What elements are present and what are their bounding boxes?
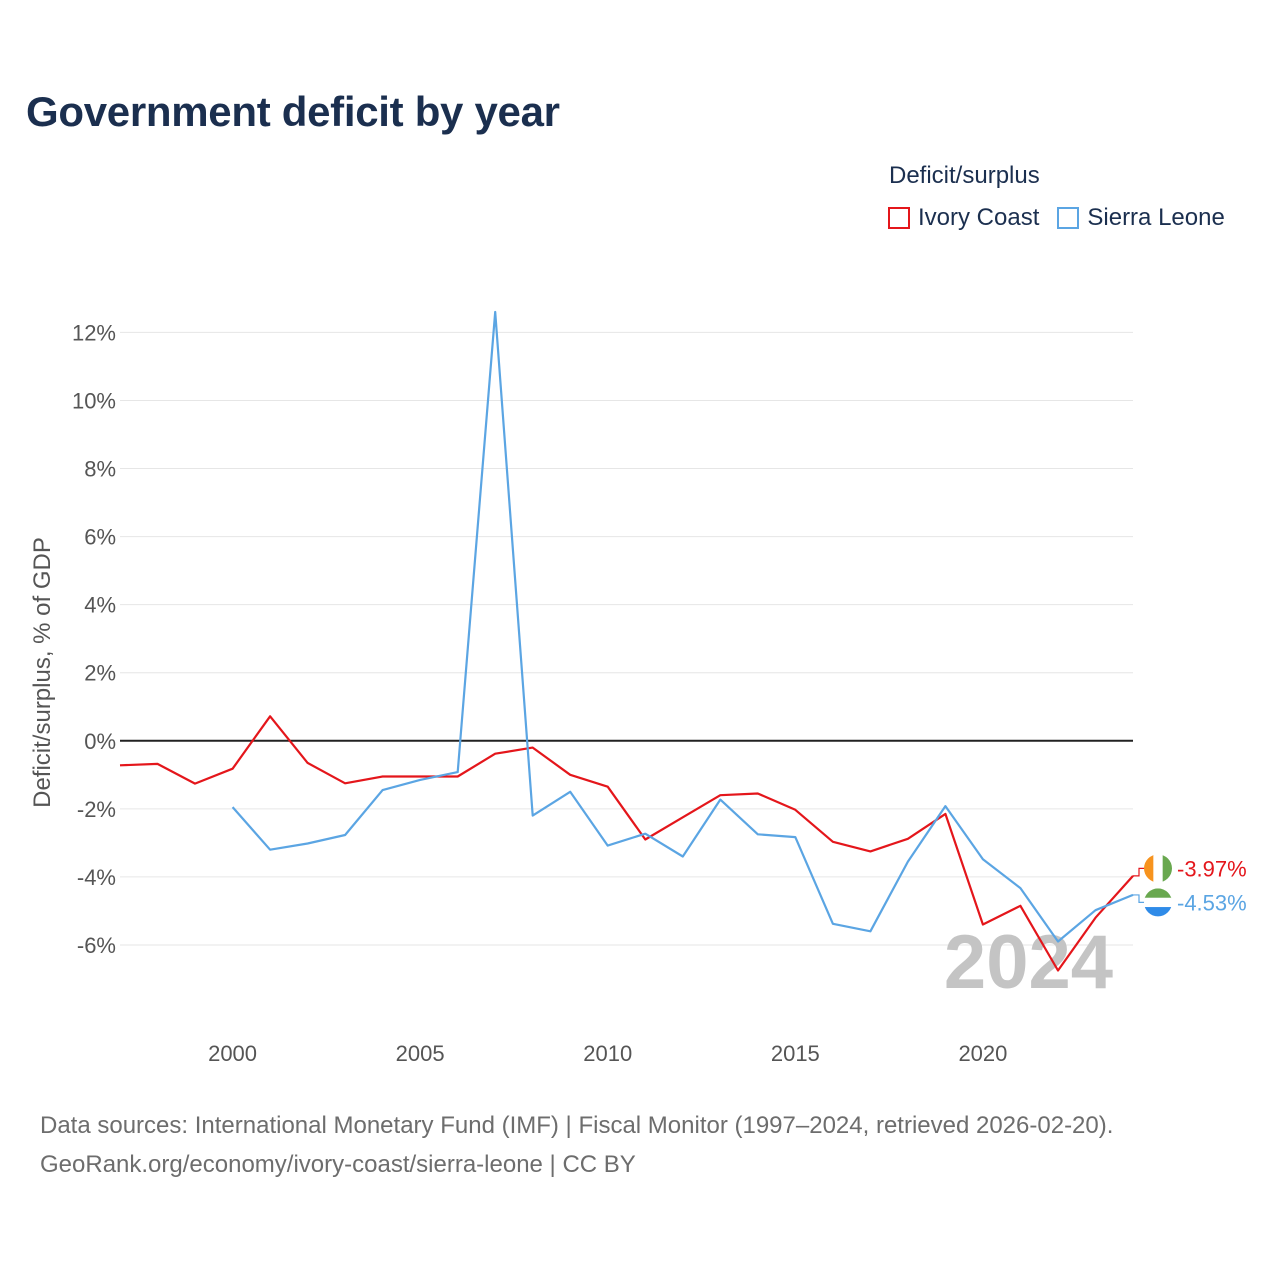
footer: Data sources: International Monetary Fun… <box>40 1106 1113 1184</box>
x-tick-label: 2005 <box>396 1041 445 1066</box>
end-label-connector <box>1133 894 1146 903</box>
flag-icon-ivory-coast <box>1144 854 1172 883</box>
footer-credit: GeoRank.org/economy/ivory-coast/sierra-l… <box>40 1151 636 1178</box>
footer-sources: Data sources: International Monetary Fun… <box>40 1112 1114 1139</box>
x-tick-label: 2015 <box>771 1041 820 1066</box>
legend-label-sierra-leone: Sierra Leone <box>1087 204 1225 231</box>
x-tick-label: 2000 <box>208 1041 257 1066</box>
y-tick-label: -4% <box>77 865 116 890</box>
y-tick-label: 0% <box>84 729 116 754</box>
end-label-ivory-coast: -3.97% <box>1177 856 1247 881</box>
x-tick-label: 2010 <box>583 1041 632 1066</box>
y-axis-label: Deficit/surplus, % of GDP <box>29 537 56 808</box>
flag-icon-sierra-leone <box>1144 888 1172 917</box>
chart-title: Government deficit by year <box>26 88 560 135</box>
series-line-ivory-coast <box>119 715 1134 972</box>
x-tick-label: 2020 <box>958 1041 1007 1066</box>
y-tick-label: 12% <box>72 320 116 345</box>
y-tick-label: -6% <box>77 933 116 958</box>
legend-swatch-ivory-coast <box>888 207 910 229</box>
y-tick-label: 4% <box>84 593 116 618</box>
legend-swatch-sierra-leone <box>1057 207 1080 229</box>
series-line-sierra-leone <box>231 310 1134 943</box>
legend-item-ivory-coast[interactable]: Ivory Coast <box>888 204 1039 232</box>
y-tick-label: -2% <box>77 797 116 822</box>
end-label-connector <box>1133 867 1146 877</box>
legend: Ivory Coast Sierra Leone <box>888 204 1243 232</box>
y-tick-label: 8% <box>84 457 116 482</box>
legend-label-ivory-coast: Ivory Coast <box>918 204 1040 231</box>
legend-title: Deficit/surplus <box>889 162 1040 189</box>
y-tick-label: 2% <box>84 661 116 686</box>
y-tick-label: 10% <box>72 388 116 413</box>
end-label-sierra-leone: -4.53% <box>1177 890 1247 915</box>
y-tick-label: 6% <box>84 525 116 550</box>
year-watermark: 2024 <box>944 920 1113 1005</box>
legend-item-sierra-leone[interactable]: Sierra Leone <box>1057 204 1225 232</box>
